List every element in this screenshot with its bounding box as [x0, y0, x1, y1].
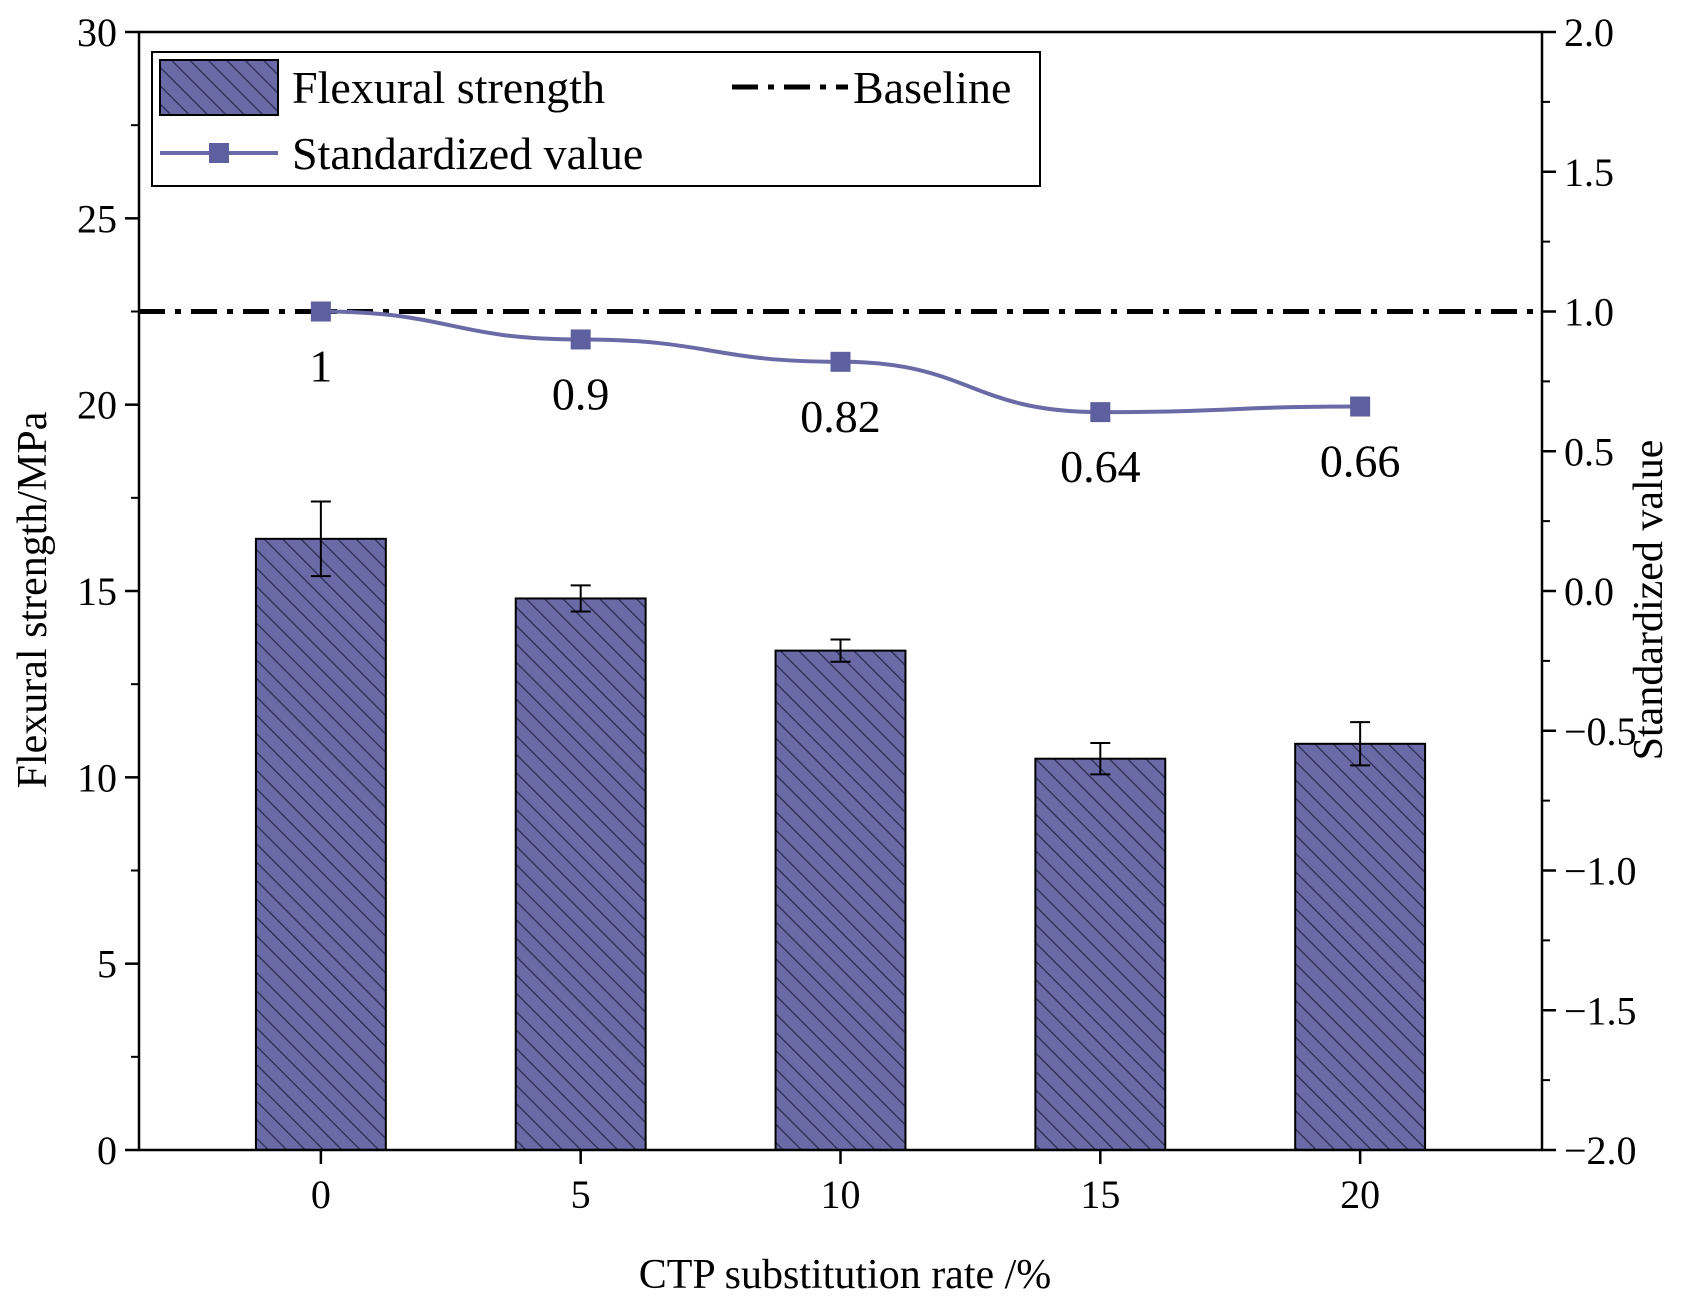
y-tick-label-10: 10 [77, 755, 117, 800]
x-axis-title: CTP substitution rate /% [639, 1252, 1052, 1298]
bar-0 [254, 537, 387, 1151]
y-tick-label-0: 0 [97, 1128, 117, 1173]
point-labels-layer: 1 0.9 0.82 0.64 0.66 [309, 341, 1400, 493]
y-tick-label-25: 25 [77, 196, 117, 241]
standardized-line-layer [310, 301, 1371, 423]
bar-15 [1034, 757, 1167, 1151]
point-label-0: 1 [309, 341, 332, 392]
point-label-15: 0.64 [1060, 441, 1141, 492]
bar-20 [1294, 742, 1427, 1151]
bar-10 [774, 649, 907, 1151]
y-tick-label-5: 5 [97, 942, 117, 987]
legend-label-flexural-strength: Flexural strength [292, 62, 605, 113]
x-tick-label-15: 15 [1080, 1172, 1120, 1217]
error-bar-5 [570, 584, 591, 613]
x-tick-label-5: 5 [571, 1172, 591, 1217]
y-axis-title: Flexural strength/MPa [10, 411, 56, 788]
right-axis: −2.0 −1.5 −1.0 −0.5 0.0 0.5 1.0 1.5 2.0 [1542, 10, 1637, 1173]
error-bars-layer [310, 500, 1371, 776]
legend-marker-swatch [209, 143, 229, 163]
standardized-marker-0 [310, 301, 331, 322]
y2-tick-label: 1.5 [1564, 150, 1614, 195]
point-label-5: 0.9 [552, 368, 610, 419]
error-bar-0 [310, 500, 331, 578]
y2-tick-label: −2.0 [1564, 1128, 1637, 1173]
y2-tick-label: 0.0 [1564, 569, 1614, 614]
y2-axis-title: Standardized value [1626, 440, 1672, 761]
legend-bar-swatch [159, 59, 279, 116]
y-tick-label-20: 20 [77, 383, 117, 428]
y2-tick-label: 0.5 [1564, 429, 1614, 474]
x-tick-label-20: 20 [1340, 1172, 1380, 1217]
bottom-axis: 0 5 10 15 20 [311, 1150, 1380, 1217]
y2-tick-label: −0.5 [1564, 709, 1637, 754]
x-tick-label-0: 0 [311, 1172, 331, 1217]
y-tick-label-30: 30 [77, 10, 117, 55]
error-bar-15 [1090, 742, 1111, 776]
standardized-marker-15 [1090, 402, 1111, 423]
y2-tick-label: 2.0 [1564, 10, 1614, 55]
y2-tick-label: −1.5 [1564, 988, 1637, 1033]
legend-label-standardized-value: Standardized value [292, 128, 643, 179]
standardized-marker-10 [830, 351, 851, 372]
error-bar-20 [1350, 721, 1371, 767]
point-label-10: 0.82 [800, 391, 881, 442]
error-bar-10 [830, 638, 851, 663]
y2-tick-label: 1.0 [1564, 290, 1614, 335]
y2-tick-label: −1.0 [1564, 849, 1637, 894]
bar-5 [514, 597, 647, 1151]
standardized-marker-20 [1350, 396, 1371, 417]
left-axis: 0 5 10 15 20 25 30 [77, 10, 139, 1173]
x-tick-label-10: 10 [821, 1172, 861, 1217]
standardized-marker-5 [570, 329, 591, 350]
bars-layer [254, 537, 1427, 1151]
point-label-20: 0.66 [1320, 436, 1401, 487]
legend-label-baseline: Baseline [853, 62, 1011, 113]
legend-box [151, 51, 1041, 187]
y-tick-label-15: 15 [77, 569, 117, 614]
legend: Flexural strength Baseline Standardized … [151, 51, 1041, 187]
